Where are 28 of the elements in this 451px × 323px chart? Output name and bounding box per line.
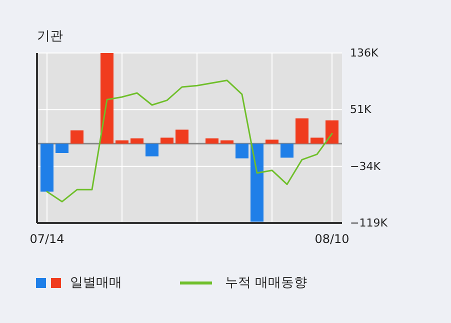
bar [40, 144, 54, 192]
bar [160, 138, 174, 144]
bar [56, 144, 68, 153]
x-tick-label: 07/14 [30, 232, 64, 246]
bar [100, 53, 114, 144]
bar [176, 130, 188, 144]
bar [70, 130, 84, 144]
bar [326, 120, 338, 144]
y-tick-label: −119K [350, 216, 388, 230]
bar [280, 144, 294, 158]
y-tick-label: 51K [350, 103, 372, 116]
bar [146, 144, 158, 156]
x-tick-label: 08/10 [314, 232, 350, 246]
bar [250, 144, 264, 222]
legend-label: 누적 매매동향 [225, 276, 308, 290]
bar [116, 140, 128, 144]
legend-label: 일별매매 [70, 276, 122, 290]
bar [206, 138, 218, 144]
bar [236, 144, 248, 158]
y-tick-label: −34K [350, 160, 382, 173]
chart-title: 기관 [37, 29, 63, 44]
line-series [46, 80, 333, 202]
bar [296, 118, 308, 144]
bar [220, 140, 234, 144]
y-tick-label: 136K [350, 46, 379, 60]
bar [130, 138, 144, 144]
bar [266, 140, 278, 144]
bar [310, 138, 324, 144]
